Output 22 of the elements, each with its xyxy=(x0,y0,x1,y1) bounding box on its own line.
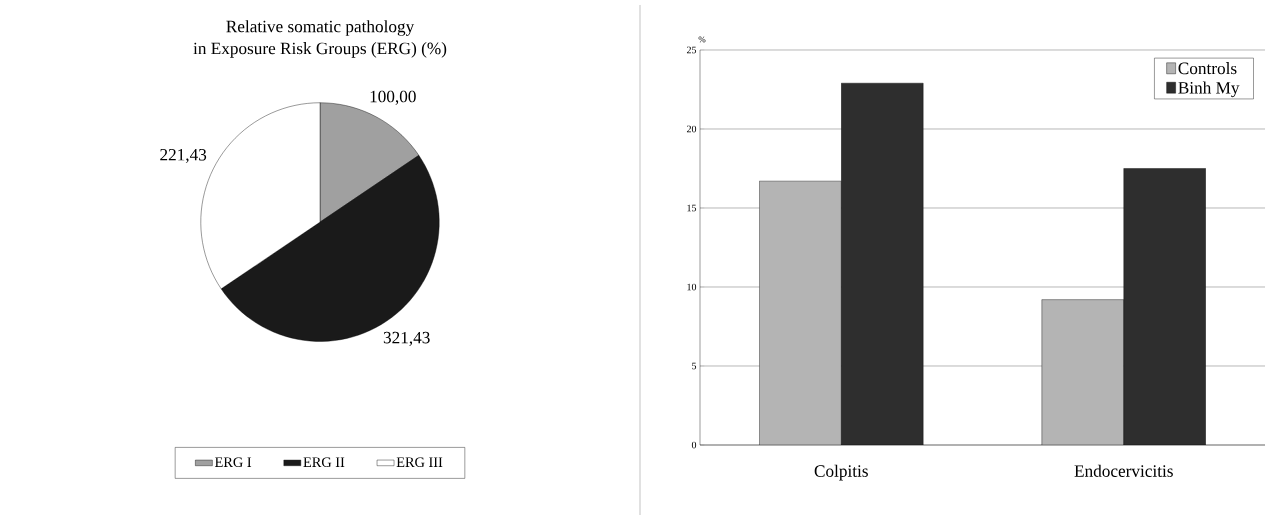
x-tick-label: Colpitis xyxy=(814,464,868,481)
bar xyxy=(759,181,842,445)
bar xyxy=(1041,299,1124,445)
y-tick-label: 5 xyxy=(692,362,697,370)
legend-label: ERG II xyxy=(303,457,345,468)
y-tick-label: 25 xyxy=(686,46,697,54)
data-label: 100,00 xyxy=(370,90,416,105)
legend-label: ERG III xyxy=(396,457,443,468)
y-tick-label: 20 xyxy=(686,125,697,133)
chart-title: Relative somatic pathology in Exposure Risk Groups (ERG) (%) xyxy=(193,20,447,58)
y-axis-title: % xyxy=(698,36,706,43)
data-label: 221,43 xyxy=(160,148,207,163)
y-tick-label: 10 xyxy=(687,283,697,291)
legend-label: Controls xyxy=(1178,62,1237,75)
y-tick-label: 0 xyxy=(691,441,697,449)
bar xyxy=(841,83,924,445)
bar xyxy=(1123,168,1206,445)
data-label: 321,43 xyxy=(383,331,430,346)
legend-label: ERG I xyxy=(214,457,252,468)
legend-label: Binh My xyxy=(1178,81,1240,98)
y-tick-label: 15 xyxy=(687,204,697,212)
x-tick-label: Endocervicitis xyxy=(1074,464,1173,477)
